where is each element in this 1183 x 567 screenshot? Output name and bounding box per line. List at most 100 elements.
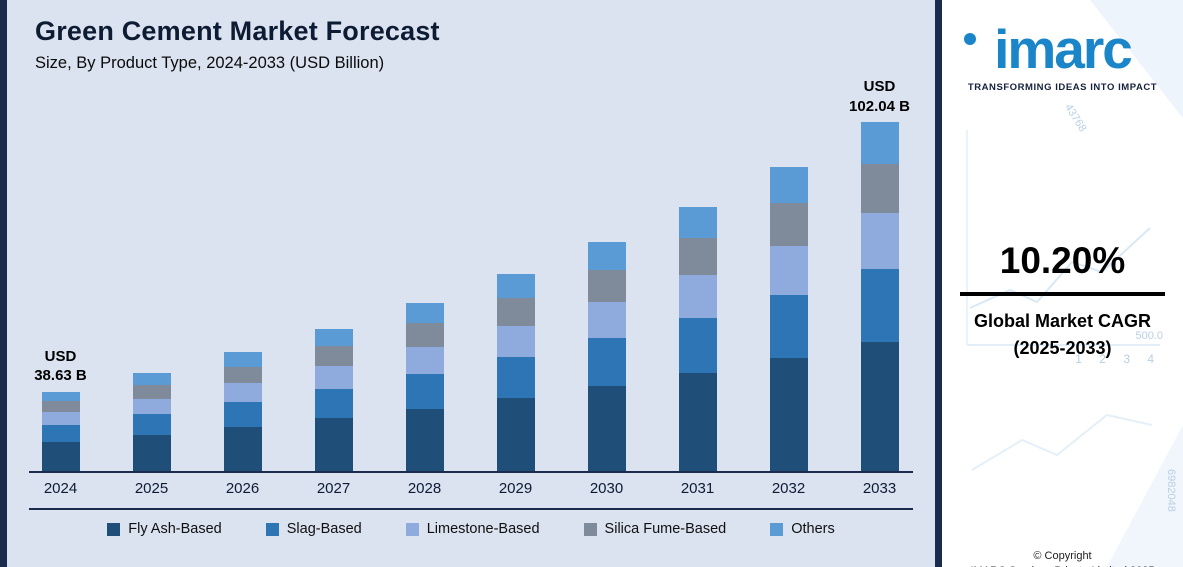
left-accent-bar	[0, 0, 7, 567]
bar-segment-others	[223, 352, 262, 367]
bar-segment-limestone-based	[860, 212, 899, 269]
bar-segment-fly-ash-based	[496, 398, 535, 471]
bar-column: USD 102.04 B	[834, 77, 925, 471]
legend: Fly Ash-Based Slag-Based Limestone-Based Si…	[7, 521, 935, 537]
x-tick-label: 2024	[43, 480, 78, 497]
decor-number: 500.0	[1135, 330, 1163, 342]
legend-item: Others	[770, 521, 835, 537]
legend-divider-line	[29, 508, 913, 510]
bar-segment-others	[405, 303, 444, 324]
bar-segment-fly-ash-based	[132, 434, 171, 471]
x-tick-label: 2030	[589, 480, 624, 497]
bar-segment-slag-based	[223, 402, 262, 428]
bar-segment-fly-ash-based	[587, 386, 626, 471]
x-tick-label: 2028	[407, 480, 442, 497]
bar-segment-limestone-based	[769, 245, 808, 295]
legend-swatch-fly-ash-based	[107, 522, 121, 536]
bar-segment-fly-ash-based	[860, 342, 899, 471]
bar-segment-others	[860, 122, 899, 165]
stacked-bar	[769, 166, 808, 471]
stacked-bar	[41, 391, 80, 471]
decor-number: 6982048	[1165, 469, 1177, 512]
bar-segment-fly-ash-based	[405, 408, 444, 471]
legend-swatch-slag-based	[265, 522, 279, 536]
bar-segment-others	[769, 166, 808, 204]
legend-swatch-limestone-based	[405, 522, 419, 536]
stacked-bar	[132, 373, 171, 471]
cagr-label-line2: (2025-2033)	[1013, 338, 1112, 358]
bar-segment-silica-fume-based	[587, 269, 626, 302]
x-tick-label: 2029	[498, 480, 533, 497]
stacked-bar	[314, 329, 353, 471]
chart-panel: Green Cement Market Forecast Size, By Pr…	[7, 0, 935, 567]
bar-segment-limestone-based	[405, 346, 444, 374]
x-tick-label: 2026	[225, 480, 260, 497]
bar-column	[561, 242, 652, 471]
bar-segment-silica-fume-based	[41, 401, 80, 413]
bar-value-label: USD 38.63 B	[34, 347, 87, 386]
bar-column	[652, 206, 743, 471]
bar-segment-fly-ash-based	[41, 441, 80, 471]
bar-value-label-line: USD	[44, 347, 77, 365]
stacked-bar	[405, 303, 444, 471]
legend-item: Limestone-Based	[405, 521, 540, 537]
legend-label: Silica Fume-Based	[604, 521, 727, 537]
stacked-bar	[678, 206, 717, 471]
bar-segment-slag-based	[314, 388, 353, 419]
bar-value-label: USD 102.04 B	[849, 77, 910, 116]
legend-label: Limestone-Based	[426, 521, 540, 537]
copyright-line1: © Copyright	[1033, 550, 1092, 562]
x-tick-label: 2027	[316, 480, 351, 497]
bar-segment-silica-fume-based	[223, 366, 262, 384]
bar-segment-silica-fume-based	[132, 384, 171, 399]
chart-subtitle: Size, By Product Type, 2024-2033 (USD Bi…	[35, 54, 385, 72]
bar-value-label-line: 38.63 B	[34, 367, 87, 385]
copyright-line2: IMARC Services Private Limited 2025	[942, 565, 1183, 567]
stacked-bar	[860, 122, 899, 471]
legend-label: Fly Ash-Based	[128, 521, 222, 537]
bar-segment-others	[41, 391, 80, 402]
bar-column	[743, 166, 834, 471]
imarc-logo: imarc	[994, 18, 1133, 80]
decor-line-chart-2	[971, 413, 1153, 471]
bar-segment-limestone-based	[314, 366, 353, 389]
bar-column	[106, 373, 197, 471]
legend-label: Slag-Based	[286, 521, 362, 537]
legend-label: Others	[791, 521, 835, 537]
bar-segment-limestone-based	[678, 275, 717, 318]
panel-divider	[935, 0, 942, 567]
sidebar-decor-graphic	[966, 0, 1183, 567]
sidebar-content: imarc TRANSFORMING IDEAS INTO IMPACT 10.…	[942, 22, 1183, 567]
chart-title: Green Cement Market Forecast	[35, 16, 440, 46]
copyright: © Copyright IMARC Services Private Limit…	[942, 550, 1183, 567]
bar-segment-silica-fume-based	[314, 346, 353, 367]
bar-column	[470, 274, 561, 471]
stacked-bar	[587, 242, 626, 471]
bar-segment-silica-fume-based	[405, 323, 444, 347]
plot-area: USD 38.63 B USD 102.04 B	[7, 75, 935, 471]
x-axis-labels: 2024 2025 2026 2027 2028 2029 2030 2031 2032 2033	[7, 480, 935, 497]
bar-segment-others	[678, 206, 717, 239]
logo-dot	[964, 33, 976, 45]
bar-segment-others	[496, 274, 535, 299]
stacked-bar	[223, 352, 262, 471]
bar-segment-silica-fume-based	[678, 238, 717, 276]
bar-column	[379, 303, 470, 471]
cagr-block: 10.20% Global Market CAGR (2025-2033)	[942, 240, 1183, 362]
bar-segment-slag-based	[678, 317, 717, 374]
cagr-label-line1: Global Market CAGR	[973, 311, 1152, 331]
stacked-bar	[496, 274, 535, 471]
legend-swatch-silica-fume-based	[583, 522, 597, 536]
cagr-underline	[960, 292, 1165, 296]
legend-swatch-others	[770, 522, 784, 536]
bar-segment-others	[587, 242, 626, 270]
bar-segment-slag-based	[405, 373, 444, 409]
bar-segment-limestone-based	[496, 325, 535, 357]
bar-column: USD 38.63 B	[15, 347, 106, 471]
bar-segment-slag-based	[496, 356, 535, 399]
bar-column	[197, 352, 288, 471]
bar-segment-slag-based	[860, 268, 899, 342]
bar-segment-fly-ash-based	[678, 373, 717, 471]
bar-segment-fly-ash-based	[769, 358, 808, 471]
x-tick-label: 2032	[771, 480, 806, 497]
